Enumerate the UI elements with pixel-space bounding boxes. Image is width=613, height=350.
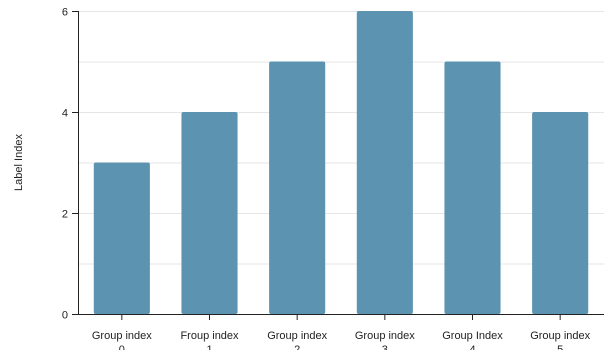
y-axis-label: Label Index	[13, 134, 25, 191]
y-tick-label: 0	[62, 310, 68, 322]
x-tick-label: Group index 5	[530, 330, 590, 350]
x-tick-label: Group index 3	[355, 330, 415, 350]
bar	[181, 112, 237, 314]
x-tick-label: Group Index 4	[442, 330, 503, 350]
y-axis-ticks: 0 2 4 6	[62, 7, 78, 322]
y-tick-label: 4	[62, 108, 68, 120]
x-tick-label: Froup index 1	[180, 330, 239, 350]
bar	[444, 62, 500, 315]
bar	[532, 112, 588, 314]
y-tick-label: 2	[62, 209, 68, 221]
y-tick-label: 6	[62, 7, 68, 19]
bar	[94, 163, 150, 315]
x-axis-ticks: Group index 0 Froup index 1 Group index 2 Grou…	[92, 314, 591, 350]
grid-lines	[78, 12, 604, 265]
bar	[357, 11, 413, 314]
x-tick-label: Group index 0	[92, 330, 152, 350]
x-tick-label: Group index 2	[267, 330, 327, 350]
bar	[269, 62, 325, 315]
